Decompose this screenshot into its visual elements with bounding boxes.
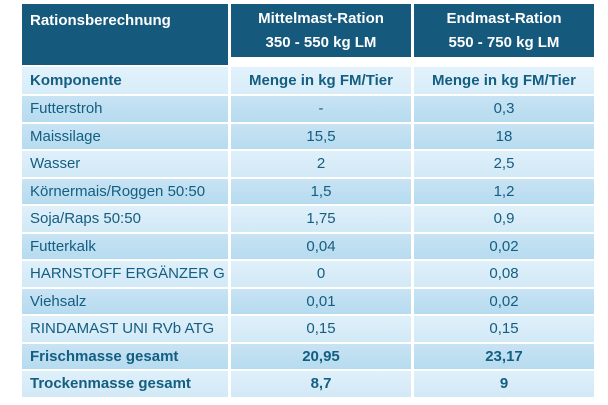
row-value-endmast: 18 <box>414 123 594 149</box>
table-title: Rationsberechnung <box>22 4 228 65</box>
table-row-viehsalz: Viehsalz 0,01 0,02 <box>22 288 594 314</box>
table-row-wasser: Wasser 2 2,5 <box>22 151 594 177</box>
column-header-mittelmast: Mittelmast-Ration 350 - 550 kg LM <box>231 4 411 57</box>
row-value-endmast: 0,9 <box>414 206 594 232</box>
row-value-endmast: 1,2 <box>414 178 594 204</box>
column-header-mittelmast-name: Mittelmast-Ration <box>258 9 384 27</box>
row-label: Maissilage <box>22 123 228 149</box>
subheader-unit-endmast: Menge in kg FM/Tier <box>414 67 594 94</box>
table-header-row: Rationsberechnung Mittelmast-Ration 350 … <box>22 4 594 65</box>
row-value-endmast: 0,15 <box>414 316 594 342</box>
row-value-mittelmast: 1,75 <box>231 206 411 232</box>
row-value-endmast: 2,5 <box>414 151 594 177</box>
column-header-mittelmast-range: 350 - 550 kg LM <box>265 33 377 51</box>
table-row-frischmasse-gesamt: Frischmasse gesamt 20,95 23,17 <box>22 343 594 369</box>
row-value-mittelmast: 8,7 <box>231 371 411 397</box>
row-label: Körnermais/Roggen 50:50 <box>22 178 228 204</box>
table-row-futterstroh: Futterstroh - 0,3 <box>22 96 594 122</box>
column-header-endmast: Endmast-Ration 550 - 750 kg LM <box>414 4 594 57</box>
subheader-unit-mittelmast: Menge in kg FM/Tier <box>231 67 411 94</box>
row-label: Futterkalk <box>22 233 228 259</box>
row-value-endmast: 23,17 <box>414 343 594 369</box>
row-value-endmast: 0,08 <box>414 261 594 287</box>
row-label: RINDAMAST UNI RVb ATG <box>22 316 228 342</box>
row-value-mittelmast: 2 <box>231 151 411 177</box>
column-header-endmast-name: Endmast-Ration <box>446 9 562 27</box>
row-label: Soja/Raps 50:50 <box>22 206 228 232</box>
table-subheader-row: Komponente Menge in kg FM/Tier Menge in … <box>22 67 594 94</box>
row-value-endmast: 9 <box>414 371 594 397</box>
table-row-trockenmasse-gesamt: Trockenmasse gesamt 8,7 9 <box>22 371 594 397</box>
table-row-koernermais-roggen: Körnermais/Roggen 50:50 1,5 1,2 <box>22 178 594 204</box>
row-value-mittelmast: 0 <box>231 261 411 287</box>
row-label: Viehsalz <box>22 288 228 314</box>
row-value-endmast: 0,02 <box>414 288 594 314</box>
table-row-soja-raps: Soja/Raps 50:50 1,75 0,9 <box>22 206 594 232</box>
row-value-mittelmast: 0,15 <box>231 316 411 342</box>
row-label: Frischmasse gesamt <box>22 343 228 369</box>
row-label: Futterstroh <box>22 96 228 122</box>
row-label: Trockenmasse gesamt <box>22 371 228 397</box>
column-header-endmast-range: 550 - 750 kg LM <box>448 33 560 51</box>
row-value-mittelmast: 0,01 <box>231 288 411 314</box>
row-label: Wasser <box>22 151 228 177</box>
row-label: HARNSTOFF ERGÄNZER G <box>22 261 228 287</box>
row-value-mittelmast: 0,04 <box>231 233 411 259</box>
ration-table: Rationsberechnung Mittelmast-Ration 350 … <box>22 4 594 397</box>
row-value-mittelmast: - <box>231 96 411 122</box>
table-row-rindamast: RINDAMAST UNI RVb ATG 0,15 0,15 <box>22 316 594 342</box>
table-row-harnstoff-ergaenzer: HARNSTOFF ERGÄNZER G 0 0,08 <box>22 261 594 287</box>
row-value-mittelmast: 1,5 <box>231 178 411 204</box>
table-row-futterkalk: Futterkalk 0,04 0,02 <box>22 233 594 259</box>
table-row-maissilage: Maissilage 15,5 18 <box>22 123 594 149</box>
subheader-component: Komponente <box>22 67 228 94</box>
row-value-mittelmast: 15,5 <box>231 123 411 149</box>
row-value-endmast: 0,3 <box>414 96 594 122</box>
row-value-endmast: 0,02 <box>414 233 594 259</box>
row-value-mittelmast: 20,95 <box>231 343 411 369</box>
